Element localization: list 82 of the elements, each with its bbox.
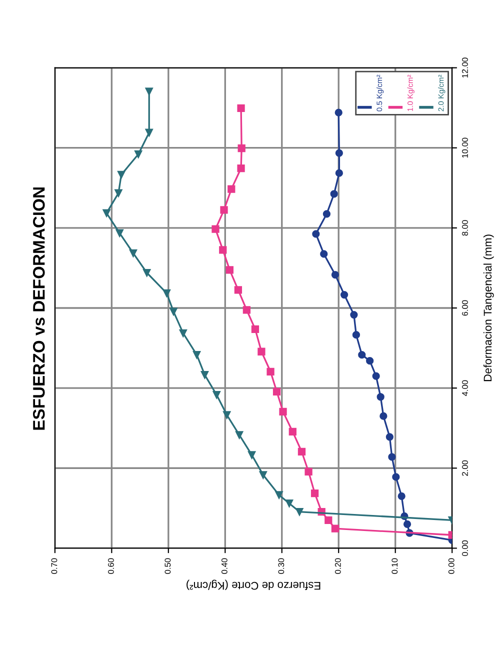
point	[212, 225, 220, 233]
point	[212, 391, 220, 399]
point	[324, 516, 332, 524]
point	[145, 128, 153, 136]
x-tick-label: 0.00	[448, 558, 454, 574]
point	[330, 190, 338, 198]
point	[340, 290, 348, 299]
point	[358, 351, 366, 359]
point	[335, 149, 344, 157]
point	[322, 210, 331, 218]
y-tick-label: 10.00	[462, 138, 468, 158]
point	[179, 329, 187, 338]
point	[114, 189, 122, 197]
point	[143, 268, 151, 277]
point	[376, 393, 384, 401]
point	[320, 250, 328, 258]
point	[380, 412, 388, 420]
point	[117, 170, 126, 178]
point	[251, 325, 260, 334]
point	[386, 433, 394, 441]
y-tick-label: 4.00	[462, 380, 468, 396]
point	[102, 209, 110, 217]
point	[237, 164, 245, 172]
point	[228, 185, 236, 193]
point	[366, 357, 374, 365]
x-axis-title: Esfuerzo de Corte (Kg/cm²)	[186, 580, 320, 590]
point	[350, 310, 358, 319]
x-tick-label: 0.30	[278, 558, 284, 574]
point	[258, 348, 266, 356]
x-tick-label: 0.50	[164, 558, 171, 574]
point	[116, 229, 124, 237]
point	[372, 372, 380, 380]
point	[220, 206, 228, 214]
point	[259, 471, 267, 479]
point	[312, 230, 320, 238]
text: ESFUERZO vs DEFORMACION	[32, 188, 45, 430]
point	[234, 286, 242, 294]
point	[238, 144, 246, 152]
y-axis-title: Deformacion Tangencial (mm)	[483, 234, 494, 382]
point	[266, 368, 274, 376]
point	[242, 306, 251, 314]
point	[352, 330, 360, 339]
point	[304, 468, 312, 476]
point	[192, 351, 201, 359]
point	[129, 249, 138, 257]
x-tick-label: 0.40	[221, 558, 228, 574]
point	[272, 388, 281, 396]
point	[162, 289, 171, 297]
point	[145, 88, 153, 96]
point	[331, 524, 340, 532]
point	[223, 411, 231, 419]
y-tick-label: 8.00	[462, 220, 468, 236]
x-tick-label: 0.60	[108, 558, 114, 574]
point	[288, 428, 296, 436]
x-tick-label: 0.10	[392, 558, 398, 574]
point	[134, 150, 142, 158]
point	[279, 408, 287, 416]
point	[335, 169, 344, 177]
x-tick-label: 0.70	[51, 558, 58, 574]
point	[388, 453, 396, 461]
y-tick-label: 2.00	[462, 460, 468, 476]
y-tick-label: 12.00	[462, 58, 468, 78]
point	[296, 508, 304, 516]
point	[392, 473, 400, 481]
point	[275, 491, 283, 499]
point	[331, 270, 340, 279]
point	[200, 371, 209, 379]
point	[226, 266, 234, 274]
point	[219, 246, 227, 254]
point	[170, 308, 178, 316]
point	[285, 500, 294, 508]
y-tick-label: 0.00	[462, 540, 468, 556]
point	[237, 104, 245, 112]
point	[298, 448, 306, 456]
point	[334, 108, 342, 116]
point	[398, 492, 406, 500]
point	[403, 520, 412, 528]
x-tick-label: 0.20	[334, 558, 341, 574]
point	[310, 490, 319, 498]
point	[236, 431, 244, 439]
y-tick-label: 6.00	[462, 300, 468, 316]
point	[248, 451, 256, 459]
